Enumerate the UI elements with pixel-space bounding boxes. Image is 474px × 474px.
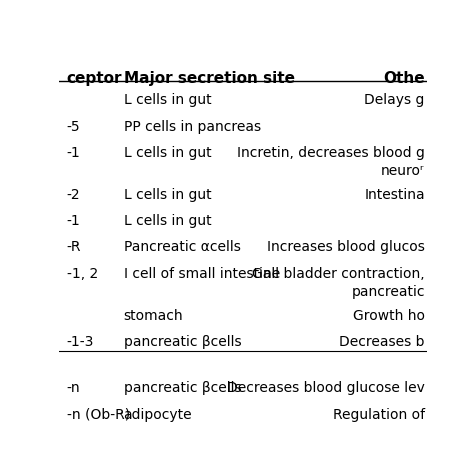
- Text: Gall bladder contraction,
pancreatic: Gall bladder contraction, pancreatic: [252, 267, 425, 299]
- Text: -1-3: -1-3: [66, 335, 94, 349]
- Text: -1, 2: -1, 2: [66, 267, 98, 281]
- Text: pancreatic βcells: pancreatic βcells: [124, 382, 241, 395]
- Text: Growth ho: Growth ho: [353, 309, 425, 323]
- Text: L cells in gut: L cells in gut: [124, 188, 211, 202]
- Text: Intestina: Intestina: [364, 188, 425, 202]
- Text: ceptor: ceptor: [66, 71, 122, 86]
- Text: I cell of small intestine: I cell of small intestine: [124, 267, 280, 281]
- Text: -1: -1: [66, 146, 81, 160]
- Text: Pancreatic αcells: Pancreatic αcells: [124, 240, 240, 255]
- Text: stomach: stomach: [124, 309, 183, 323]
- Text: adipocyte: adipocyte: [124, 408, 192, 422]
- Text: Increases blood glucos: Increases blood glucos: [267, 240, 425, 255]
- Text: -R: -R: [66, 240, 81, 255]
- Text: -n: -n: [66, 382, 80, 395]
- Text: -2: -2: [66, 188, 80, 202]
- Text: pancreatic βcells: pancreatic βcells: [124, 335, 241, 349]
- Text: PP cells in pancreas: PP cells in pancreas: [124, 119, 261, 134]
- Text: Othe: Othe: [383, 71, 425, 86]
- Text: Major secretion site: Major secretion site: [124, 71, 294, 86]
- Text: Decreases blood glucose lev: Decreases blood glucose lev: [227, 382, 425, 395]
- Text: L cells in gut: L cells in gut: [124, 214, 211, 228]
- Text: Delays g: Delays g: [365, 93, 425, 108]
- Text: Decreases b: Decreases b: [339, 335, 425, 349]
- Text: L cells in gut: L cells in gut: [124, 146, 211, 160]
- Text: Regulation of: Regulation of: [333, 408, 425, 422]
- Text: -n (Ob-R): -n (Ob-R): [66, 408, 130, 422]
- Text: -5: -5: [66, 119, 80, 134]
- Text: L cells in gut: L cells in gut: [124, 93, 211, 108]
- Text: -1: -1: [66, 214, 81, 228]
- Text: Incretin, decreases blood g
neuroʳ: Incretin, decreases blood g neuroʳ: [237, 146, 425, 178]
